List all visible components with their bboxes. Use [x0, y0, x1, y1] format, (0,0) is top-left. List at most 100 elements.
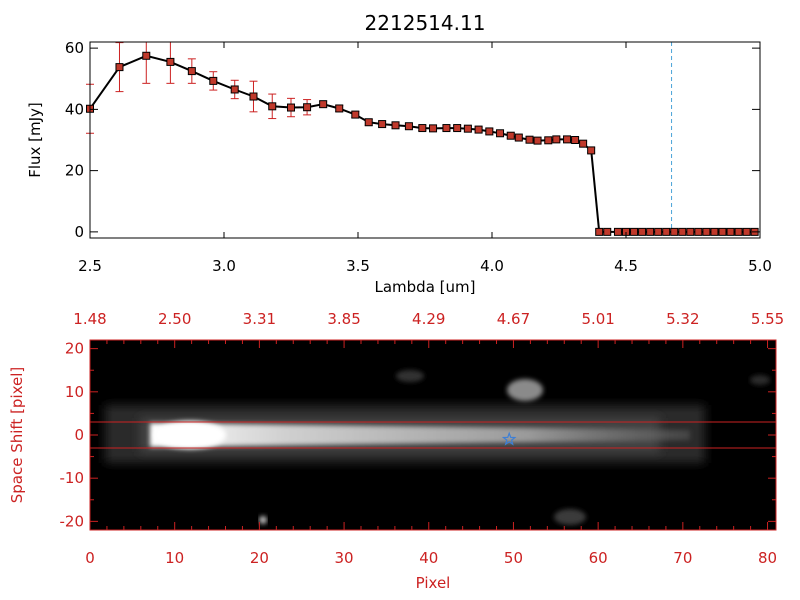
faint-source [396, 370, 424, 382]
wavelength-tick-label: 2.50 [158, 310, 191, 328]
data-point [391, 121, 400, 130]
data-point [142, 51, 151, 60]
pixel-tick-label: 30 [335, 549, 354, 567]
wavelength-tick-label: 4.67 [497, 310, 530, 328]
data-point [694, 227, 703, 236]
wavelength-tick-label: 5.32 [666, 310, 699, 328]
trace-bright-core [154, 421, 226, 449]
data-point [571, 136, 580, 144]
data-point [249, 92, 258, 101]
data-point [670, 227, 679, 236]
data-point [404, 122, 413, 131]
pixel-tick-label: 70 [673, 549, 692, 567]
pixel-tick-label: 0 [85, 549, 95, 567]
data-point [734, 227, 743, 236]
data-point [442, 124, 451, 133]
data-point [485, 127, 494, 136]
pixel-tick-label: 60 [589, 549, 608, 567]
x-tick-label: 5.0 [748, 257, 772, 275]
data-point [268, 102, 277, 111]
data-point [579, 139, 588, 148]
data-point [506, 131, 515, 140]
data-point [187, 67, 196, 76]
x-tick-label: 4.5 [614, 257, 638, 275]
wavelength-tick-label: 3.85 [327, 310, 360, 328]
wavelength-tick-label: 3.31 [243, 310, 276, 328]
chart-title: 2212514.11 [365, 11, 486, 35]
data-point [166, 57, 175, 66]
spectral-trace [150, 423, 690, 447]
data-point [364, 118, 373, 127]
hot-pixel [259, 516, 267, 524]
space-shift-y-ticks: -20 -10 0 10 20 [60, 340, 776, 530]
data-point [587, 146, 596, 155]
data-point [335, 104, 344, 113]
x-tick-label: 2.5 [78, 257, 102, 275]
data-point [378, 120, 387, 129]
pixel-tick-label: 50 [504, 549, 523, 567]
data-point [209, 76, 218, 85]
space-shift-tick-label: -20 [60, 512, 85, 530]
y-tick-label: 60 [65, 39, 84, 57]
data-point [474, 125, 483, 134]
image-overlays [90, 421, 776, 449]
x-axis-label: Lambda [um] [375, 278, 476, 296]
data-point [544, 136, 553, 145]
pixel-tick-label: 40 [419, 549, 438, 567]
pixel-tick-label: 10 [165, 549, 184, 567]
data-point [702, 227, 711, 236]
spectrum-image-panel: 0 10 20 30 40 50 60 70 80 1.48 2.50 3.31 3.85 4.29 4.… [8, 310, 784, 592]
pixel-tick-label: 80 [758, 549, 777, 567]
flux-line [89, 54, 755, 233]
spectrum-panel: 2212514.11 2.5 3.0 3.5 4.0 4.5 5.0 0 20 40 60 La… [26, 11, 772, 296]
data-point [418, 124, 427, 133]
y-tick-label: 40 [65, 100, 84, 118]
data-point [686, 227, 695, 236]
data-point [496, 129, 505, 138]
data-point [552, 135, 561, 144]
data-point [646, 227, 655, 236]
data-point [638, 227, 647, 236]
wavelength-tick-label: 1.48 [73, 310, 106, 328]
space-shift-tick-label: 0 [74, 426, 84, 444]
data-point [613, 227, 622, 236]
data-point [230, 85, 239, 94]
spectrum-frame [89, 41, 761, 239]
wavelength-top-ticks: 1.48 2.50 3.31 3.85 4.29 4.67 5.01 5.32 5.55 [73, 310, 784, 348]
pixel-axis-label: Pixel [416, 574, 451, 592]
data-point [303, 103, 312, 112]
y-axis-label: Flux [mJy] [26, 102, 44, 178]
spectrum-image-content [105, 370, 770, 525]
data-point [603, 227, 612, 236]
data-point [563, 135, 572, 144]
spectrum-plot-area [86, 42, 760, 238]
data-point [525, 135, 534, 144]
data-point [654, 227, 663, 236]
edge-noise [750, 375, 770, 385]
pixel-x-ticks: 0 10 20 30 40 50 60 70 80 [85, 340, 777, 567]
star-marker [501, 431, 517, 446]
space-shift-tick-label: -10 [60, 469, 85, 487]
data-point [514, 133, 523, 142]
wavelength-tick-label: 5.01 [581, 310, 614, 328]
space-shift-tick-label: 20 [65, 340, 84, 358]
data-point [287, 103, 295, 112]
y-tick-label: 0 [74, 223, 84, 241]
faint-source-lower [554, 509, 586, 525]
data-point [533, 136, 542, 145]
wavelength-tick-label: 4.29 [412, 310, 445, 328]
data-point [429, 124, 438, 133]
data-point [115, 63, 124, 72]
data-point [453, 124, 462, 133]
data-point [595, 227, 604, 236]
data-point [678, 227, 687, 236]
data-point [742, 227, 751, 236]
spectrum-y-ticks: 0 20 40 60 [65, 39, 760, 241]
data-point [662, 227, 671, 236]
data-point [718, 227, 727, 236]
data-point [630, 227, 639, 236]
data-point [463, 124, 472, 133]
x-tick-label: 3.5 [346, 257, 370, 275]
data-point [726, 227, 735, 236]
